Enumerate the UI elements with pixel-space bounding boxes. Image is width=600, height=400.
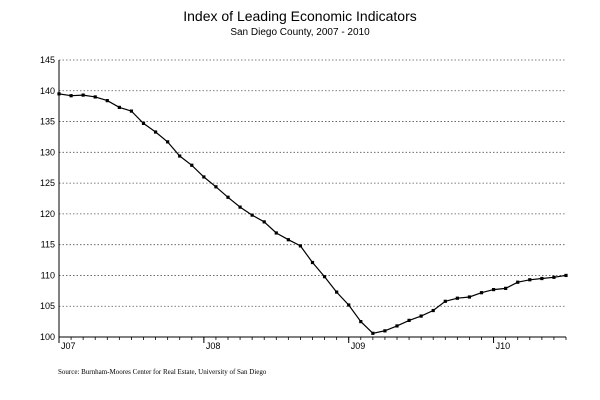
data-point <box>274 231 278 235</box>
data-point <box>81 93 85 97</box>
x-tick-label: J07 <box>61 341 76 351</box>
data-point <box>371 331 375 335</box>
data-point <box>129 109 134 113</box>
data-point <box>250 213 254 217</box>
data-point <box>443 299 447 303</box>
y-tick-label: 140 <box>40 86 55 96</box>
y-tick-label: 135 <box>40 117 55 127</box>
data-point <box>310 260 315 265</box>
gridlines <box>59 59 566 307</box>
data-point <box>117 105 121 109</box>
source-note: Source: Burnham-Moores Center for Real E… <box>58 368 267 376</box>
data-point <box>153 130 158 134</box>
data-point <box>455 296 459 300</box>
tick-labels: 100 105 110 115 120 125 130 135 140 145 J07 J08 J09 J… <box>40 55 510 351</box>
axes <box>58 60 567 343</box>
data-point <box>105 99 109 103</box>
series <box>57 92 568 335</box>
y-tick-label: 115 <box>41 240 55 250</box>
data-point <box>202 175 206 179</box>
y-tick-label: 110 <box>41 270 55 280</box>
y-tick-label: 145 <box>40 55 55 65</box>
chart-title: Index of Leading Economic Indicators <box>183 8 417 24</box>
data-point <box>516 280 520 284</box>
data-point <box>262 220 266 224</box>
data-point <box>178 154 182 158</box>
data-point <box>383 329 387 333</box>
data-point <box>335 290 339 294</box>
y-tick-label: 120 <box>40 209 55 219</box>
y-tick-label: 125 <box>40 178 55 188</box>
data-point <box>286 238 290 242</box>
data-point <box>238 205 242 209</box>
data-point <box>322 275 327 279</box>
data-point <box>540 276 544 281</box>
data-point <box>226 195 230 199</box>
chart-subtitle: San Diego County, 2007 - 2010 <box>230 27 370 38</box>
data-point <box>359 320 363 324</box>
data-point <box>93 95 97 99</box>
data-point <box>214 185 218 189</box>
y-tick-label: 130 <box>40 147 55 157</box>
data-point <box>564 273 568 278</box>
x-tick-label: J08 <box>206 341 221 351</box>
data-point <box>479 291 484 295</box>
x-tick-label: J10 <box>496 341 511 351</box>
data-point <box>395 324 399 328</box>
data-point <box>347 303 351 307</box>
data-point <box>57 92 61 96</box>
y-tick-label: 100 <box>40 332 55 342</box>
data-point <box>431 308 435 313</box>
data-point <box>467 295 472 299</box>
data-point <box>419 314 423 318</box>
data-point <box>528 278 532 282</box>
data-point <box>504 286 508 290</box>
data-point <box>552 275 556 279</box>
data-point <box>298 244 303 248</box>
y-tick-label: 105 <box>40 301 55 311</box>
data-point <box>407 318 411 322</box>
data-point <box>491 288 496 292</box>
x-tick-label: J09 <box>351 341 366 351</box>
data-point <box>166 140 170 144</box>
data-point <box>69 94 73 98</box>
data-point <box>141 121 146 126</box>
data-point <box>190 163 194 167</box>
